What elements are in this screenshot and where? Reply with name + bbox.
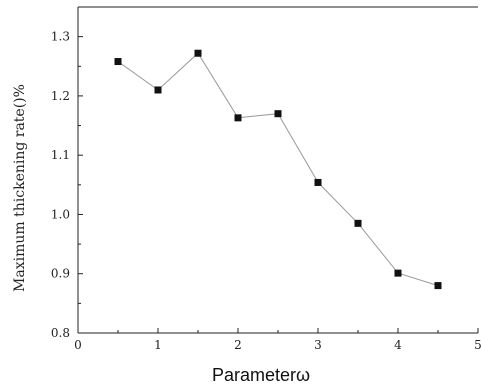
- data-point: [194, 49, 202, 57]
- x-tick-label: 0: [74, 338, 82, 352]
- axes: [77, 6, 478, 334]
- y-tick-label: 1.0: [51, 207, 70, 221]
- data-point: [274, 110, 282, 118]
- x-tick-label: 3: [314, 338, 322, 352]
- y-axis-title: Maximum thickening rate()%: [12, 84, 28, 292]
- x-tick-label: 1: [154, 338, 162, 352]
- data-point: [154, 86, 162, 94]
- x-tick-label: 4: [394, 338, 402, 352]
- series-line: [117, 52, 439, 287]
- y-tick-label: 0.8: [51, 326, 70, 340]
- y-tick-label: 0.9: [51, 267, 70, 281]
- data-point: [354, 219, 362, 227]
- x-axis-title: Parameterω: [212, 365, 310, 385]
- x-tick-label: 5: [474, 338, 481, 352]
- data-point: [234, 114, 242, 122]
- x-tick-label: 2: [234, 338, 242, 352]
- ticks: 0 1 2 3 4 5 0.8 0.9 1.0 1.1 1.2 1.3: [51, 30, 481, 352]
- data-point: [394, 269, 402, 277]
- y-tick-label: 1.3: [51, 30, 70, 44]
- y-tick-label: 1.2: [51, 89, 70, 103]
- y-tick-label: 1.1: [51, 148, 70, 162]
- data-point: [434, 282, 442, 290]
- data-point: [314, 178, 322, 186]
- data-point: [114, 58, 122, 66]
- series: [114, 49, 442, 290]
